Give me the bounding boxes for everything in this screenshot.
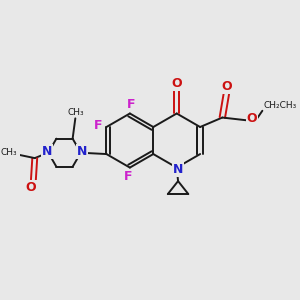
Text: F: F xyxy=(94,119,102,132)
Text: O: O xyxy=(247,112,257,125)
Text: O: O xyxy=(221,80,232,94)
Text: O: O xyxy=(171,77,182,90)
Text: N: N xyxy=(173,163,183,176)
Text: F: F xyxy=(124,170,133,183)
Text: F: F xyxy=(127,98,136,111)
Text: CH₂CH₃: CH₂CH₃ xyxy=(264,101,297,110)
Text: CH₃: CH₃ xyxy=(68,108,84,117)
Text: O: O xyxy=(26,181,36,194)
Text: CH₃: CH₃ xyxy=(0,148,17,157)
Text: N: N xyxy=(42,145,52,158)
Text: N: N xyxy=(77,145,87,158)
